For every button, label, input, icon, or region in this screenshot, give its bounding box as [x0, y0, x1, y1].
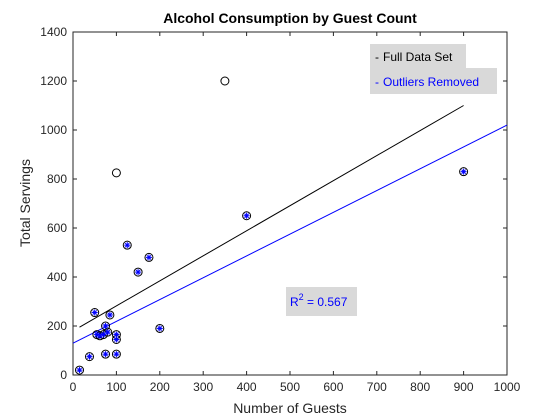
asterisk-stroke — [113, 332, 119, 338]
annotation-text: R2 = 0.567 — [290, 292, 348, 309]
legend-box-full — [370, 44, 466, 69]
x-tick-label: 100 — [106, 380, 126, 394]
asterisk-stroke — [92, 310, 98, 315]
x-tick-label: 0 — [70, 380, 77, 394]
legend-entry-full: Full Data Set — [383, 50, 453, 64]
asterisk-stroke — [157, 325, 163, 331]
y-tick-label: 0 — [60, 368, 67, 382]
legend-entry-outliers: Outliers Removed — [383, 75, 479, 89]
point-full — [111, 349, 121, 359]
asterisk-stroke — [105, 329, 111, 335]
y-tick-label: 200 — [47, 319, 67, 333]
point-full — [105, 310, 115, 320]
y-tick-label: 1200 — [40, 74, 67, 88]
asterisk-stroke — [113, 337, 119, 342]
point-outliers-removed — [102, 351, 109, 358]
y-tick-label: 400 — [47, 270, 67, 284]
point-outliers-removed — [86, 353, 93, 360]
asterisk-stroke — [94, 332, 100, 338]
x-tick-label: 200 — [150, 380, 170, 394]
asterisk-stroke — [103, 351, 109, 357]
point-outliers-removed — [124, 242, 131, 249]
x-tick-label: 500 — [280, 380, 300, 394]
point-outliers-removed — [91, 309, 98, 316]
point-full — [122, 240, 132, 250]
fit-lines — [72, 105, 508, 344]
x-tick-label: 300 — [193, 380, 213, 394]
asterisk-stroke — [124, 242, 130, 248]
y-tick-label: 800 — [47, 172, 67, 186]
fit-line-full — [79, 105, 464, 328]
asterisk-stroke — [135, 269, 141, 275]
point-full — [242, 211, 252, 221]
point-outliers-removed — [102, 323, 109, 329]
legend: Full Data Set - - Outliers Removed — [370, 44, 497, 94]
point-outliers-removed — [100, 331, 107, 338]
point-outliers-removed — [145, 254, 152, 261]
fit-line-outliers-removed — [72, 124, 508, 344]
asterisk-stroke — [244, 213, 250, 219]
axes: 0 100 200 300 400 500 600 700 800 900 1000 0 200 400 6… — [40, 25, 520, 394]
y-tick-label: 1000 — [40, 123, 67, 137]
x-tick-label: 1000 — [494, 380, 521, 394]
asterisk-stroke — [103, 323, 109, 329]
point-outliers-removed — [156, 325, 163, 332]
point-outliers-removed — [113, 331, 120, 338]
chart-title: Alcohol Consumption by Guest Count — [163, 10, 417, 26]
y-tick-label: 600 — [47, 221, 67, 235]
point-outliers-removed — [460, 168, 467, 175]
point-outliers-removed — [106, 311, 113, 318]
annotation-box — [286, 287, 357, 316]
x-tick-label: 700 — [367, 380, 387, 394]
annotation-prefix: R — [290, 295, 299, 309]
asterisk-stroke — [107, 312, 113, 318]
legend-box-outliers — [370, 68, 497, 94]
x-tick-label: 600 — [323, 380, 343, 394]
point-full — [101, 349, 111, 359]
x-tick-label: 800 — [410, 380, 430, 394]
asterisk-stroke — [100, 332, 106, 338]
x-axis-label: Number of Guests — [233, 400, 347, 416]
asterisk-stroke — [113, 351, 119, 357]
point-full — [220, 76, 230, 86]
data-points — [75, 76, 469, 375]
point-full — [75, 365, 85, 375]
annotation-suffix: = 0.567 — [304, 295, 348, 309]
x-tick-label: 400 — [237, 380, 257, 394]
point-outliers-removed — [104, 329, 111, 336]
point-full — [155, 323, 165, 333]
point-full — [111, 168, 121, 178]
annotation-superscript: 2 — [299, 292, 304, 302]
asterisk-stroke — [146, 254, 152, 260]
point-full — [144, 252, 154, 262]
point-full — [133, 267, 143, 277]
point-full — [84, 352, 94, 362]
x-tick-label: 900 — [454, 380, 474, 394]
point-outliers-removed — [243, 212, 250, 219]
asterisk-stroke — [77, 367, 82, 373]
legend-dash-full: - — [375, 50, 379, 64]
point-outliers-removed — [135, 269, 142, 276]
point-full — [90, 308, 100, 318]
point-full — [459, 167, 469, 177]
asterisk-stroke — [461, 169, 467, 175]
asterisk-stroke — [87, 354, 92, 360]
y-tick-label: 1400 — [40, 25, 67, 39]
point-outliers-removed — [76, 367, 83, 374]
point-full — [101, 321, 111, 331]
r-squared-annotation: R2 = 0.567 — [286, 287, 357, 316]
legend-dash-outliers: - — [375, 75, 379, 89]
point-outliers-removed — [113, 351, 120, 358]
y-axis-label: Total Servings — [17, 159, 33, 247]
